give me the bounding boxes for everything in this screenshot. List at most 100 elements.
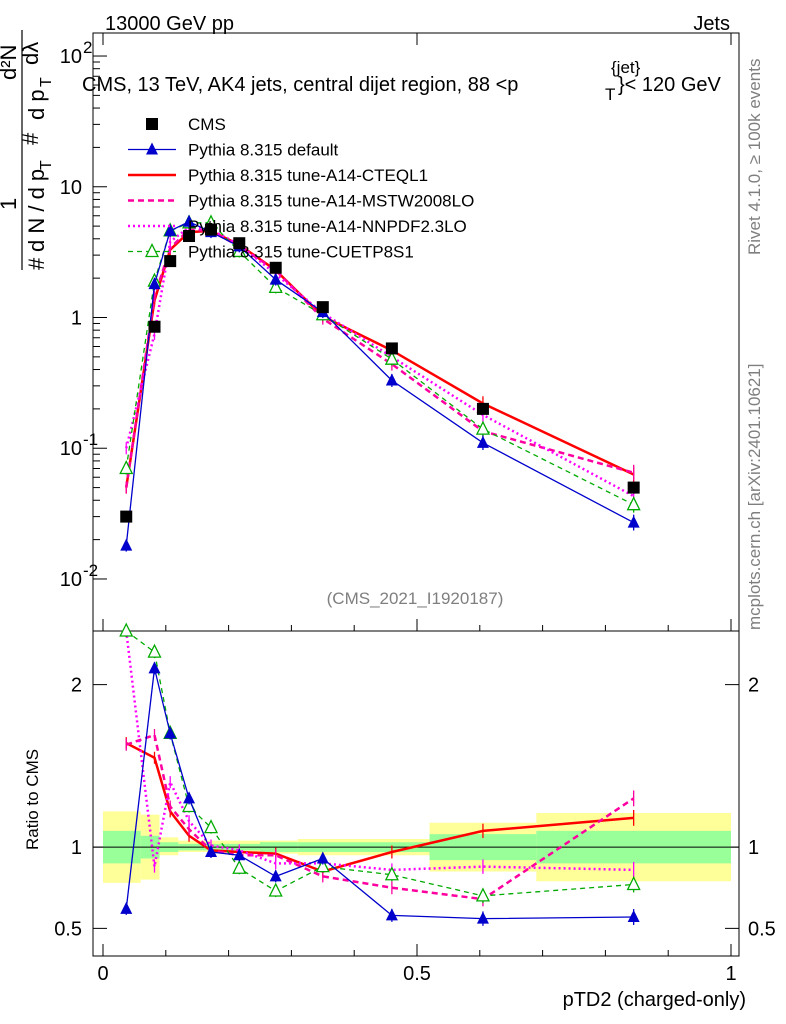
ratio-marker-default [385,908,398,921]
ratio-y-axis-label: Ratio to CMS [23,749,42,850]
ratio-marker-default [316,851,329,864]
x-tick-label: 0.5 [403,963,431,985]
main-marker-default [627,515,640,528]
y-tick-label: 10 [60,438,82,460]
y-tick-exponent: 2 [83,38,92,57]
legend: CMS Pythia 8.315 default Pythia 8.315 tune… [128,115,474,262]
ratio-marker-cuetp [315,858,330,873]
main-marker-cms [385,342,398,355]
plot-title: CMS, 13 TeV, AK4 jets, central dijet reg… [82,74,518,96]
ratio-y-tick-label: 1 [71,837,82,859]
main-marker-cms [316,301,329,314]
main-marker-cuetp [384,350,399,365]
ratio-y-tick-label: 2 [71,675,82,697]
legend-label-default: Pythia 8.315 default [188,141,339,160]
main-marker-default [164,223,177,236]
main-marker-cms [627,481,640,494]
main-marker-default [120,538,133,551]
main-marker-default [148,277,161,290]
ratio-marker-cuetp [268,882,283,897]
ratio-marker-default [183,791,196,804]
ratio-y-tick-label: 0.5 [54,918,82,940]
ratio-marker-cuetp [147,643,162,658]
ratio-series-layer [119,622,641,926]
ratio-marker-cuetp [203,819,219,834]
legend-label-nnpdf: Pythia 8.315 tune-A14-NNPDF2.3LO [188,217,467,236]
main-marker-cuetp [626,496,641,511]
main-marker-cuetp [475,420,490,435]
main-line-cteql1 [125,229,635,488]
x-tick-label: 1 [725,963,736,985]
analysis-watermark: (CMS_2021_I1920187) [327,589,504,608]
main-marker-cms [269,261,282,274]
main-marker-default [183,214,196,227]
ratio-y-tick-label-right: 2 [748,675,759,697]
main-marker-default [476,435,489,448]
plot-title-superscript: {jet} [611,58,641,77]
ratio-marker-cuetp [626,876,641,891]
y-tick-label: 1 [71,307,82,329]
plot-title-subscript: T [605,85,615,104]
ratio-marker-default [205,845,218,857]
legend-marker-default [146,142,158,155]
ratio-marker-default [148,661,161,674]
main-marker-cms [164,255,177,268]
main-line-default [125,221,634,546]
legend-label-mstw: Pythia 8.315 tune-A14-MSTW2008LO [188,192,474,211]
main-line-mstw [124,228,634,488]
legend-label-cms: CMS [188,115,226,134]
header-process: Jets [693,13,730,35]
y-tick-label: 10 [60,569,82,591]
main-marker-cms [476,402,489,415]
ylabel-part2: d p [24,89,49,120]
ratio-y-tick-label-right: 1 [748,837,759,859]
ratio-marker-default [120,901,133,914]
ratio-marker-default [164,726,177,739]
legend-marker-cuetp [144,243,160,258]
ratio-marker-default [476,911,489,924]
y-tick-label: 10 [60,177,82,199]
ratio-marker-default [269,869,282,882]
main-marker-cms [120,510,133,523]
legend-marker-cms [146,118,158,130]
ratio-panel-frame [92,630,740,957]
header-energy: 13000 GeV pp [105,13,234,35]
main-marker-cms [183,230,196,243]
x-tick-label: 0 [97,963,108,985]
main-marker-default [269,272,282,285]
legend-label-cuetp: Pythia 8.315 tune-CUETP8S1 [188,243,414,262]
y-tick-exponent: -2 [83,561,98,580]
y-tick-label: 10 [60,46,82,68]
ylabel-sub-t2: T [38,77,55,87]
ratio-marker-cuetp [232,859,247,874]
x-axis-label: pTD2 (charged-only) [563,989,746,1011]
main-marker-cms [205,223,218,236]
main-marker-default [385,373,398,386]
main-y-axis-label: # d N / d p T # d p T dλ 1 d²N [0,30,55,270]
main-series-layer [119,214,641,552]
ratio-marker-default [233,848,246,861]
plot-title-end: }< 120 GeV [618,74,722,96]
ratio-marker-default [627,910,640,922]
ratio-marker-cuetp [475,887,490,902]
main-line-cuetp [125,222,634,506]
ratio-y-tick-label-right: 0.5 [748,918,776,940]
mcplots-label: mcplots.cern.ch [arXiv:2401.10621] [745,364,764,630]
main-marker-cms [233,237,246,250]
ylabel-part1: d N / d p [24,169,49,252]
main-marker-cuetp [268,278,283,294]
main-marker-cms [148,320,161,333]
ylabel-d2n: d²N [0,45,21,80]
rivet-label: Rivet 4.1.0, ≥ 100k events [745,59,764,255]
ylabel-dlambda: dλ [18,42,43,65]
main-line-nnpdf [125,225,635,498]
ratio-marker-cuetp [384,866,399,881]
ylabel-one: 1 [0,198,21,210]
y-tick-exponent: -1 [83,430,98,449]
legend-label-cteql1: Pythia 8.315 tune-A14-CTEQL1 [188,166,428,185]
main-marker-cuetp [119,460,134,475]
ylabel-hash: # [24,257,49,270]
ratio-marker-cuetp [119,622,134,637]
